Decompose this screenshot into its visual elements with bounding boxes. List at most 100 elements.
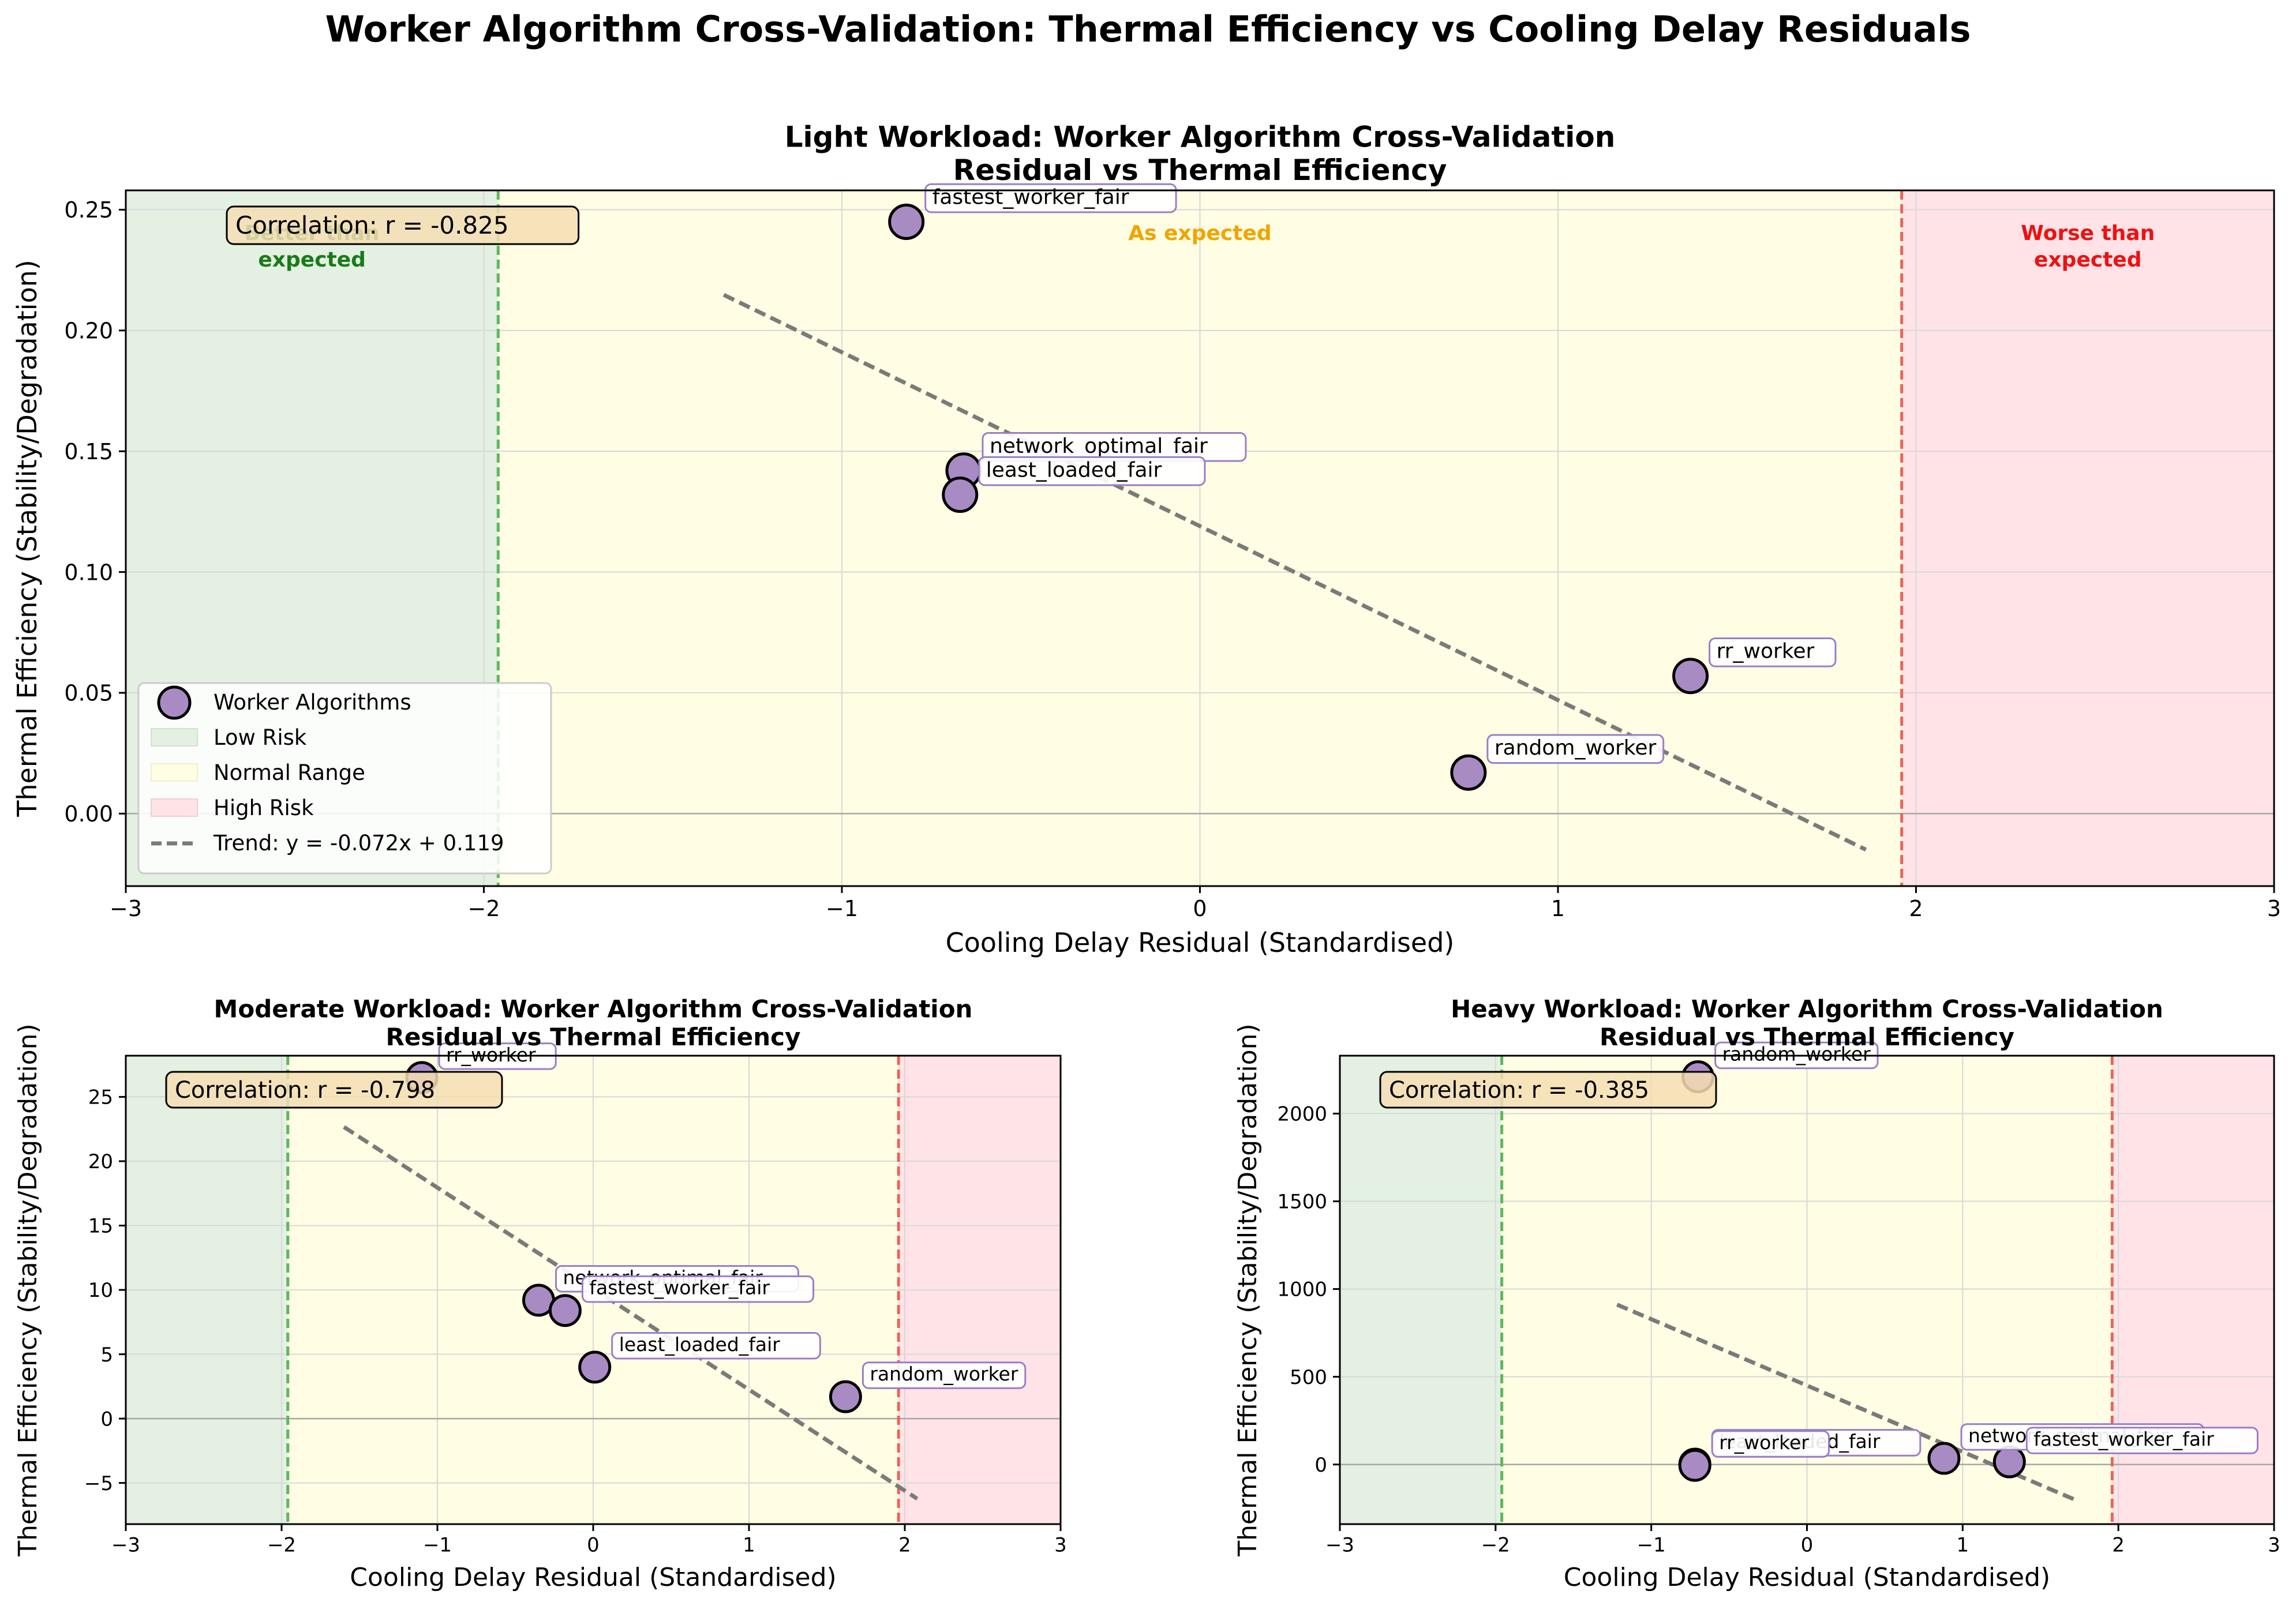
- point-label-text: least_loaded_fair: [986, 459, 1162, 482]
- correlation-box: Correlation: r = -0.825: [226, 205, 580, 245]
- point-label: random_worker: [862, 1361, 1027, 1389]
- y-tick-label: 500: [1290, 1366, 1327, 1389]
- y-tick-label: 1500: [1277, 1191, 1327, 1214]
- point-label-text: network_optimal_fair: [990, 434, 1208, 458]
- correlation-text: Correlation: r = -0.798: [175, 1077, 435, 1104]
- data-point: [1992, 1445, 2026, 1479]
- point-label: least_loaded_fair: [978, 456, 1206, 486]
- chart-title: Residual vs Thermal Efficiency: [1600, 1023, 2014, 1051]
- correlation-box: Correlation: r = -0.798: [165, 1071, 503, 1109]
- x-tick-label: −1: [1637, 1534, 1666, 1557]
- correlation-box-bg: [226, 205, 580, 245]
- point-label-text: rr_worker: [446, 1044, 536, 1066]
- x-tick-label: −1: [423, 1534, 452, 1557]
- chart-heavy-workload: random_workerleast_loaded_fairrr_workern…: [1233, 995, 2280, 1592]
- legend-entry: Worker Algorithms: [214, 690, 411, 715]
- correlation-box-bg: [1379, 1071, 1717, 1109]
- chart-title: Residual vs Thermal Efficiency: [386, 1023, 801, 1051]
- x-tick-label: −3: [1325, 1534, 1354, 1557]
- x-tick-label: 2: [898, 1534, 911, 1557]
- point-label-text: fastest_worker_fair: [2033, 1428, 2214, 1450]
- y-tick-label: 0.00: [64, 801, 113, 827]
- data-points: fastest_worker_fair network_optimal_fairl…: [888, 183, 1837, 791]
- data-point: [888, 203, 925, 240]
- x-tick-label: 2: [1909, 896, 1923, 921]
- y-tick-label: −5: [84, 1472, 113, 1495]
- legend-marker-high-risk: [151, 798, 198, 817]
- x-tick-label: 1: [743, 1534, 755, 1557]
- correlation-text: Correlation: r = -0.385: [1389, 1077, 1649, 1104]
- point-label: rr_worker: [1711, 1430, 1830, 1458]
- x-tick-label: −2: [1481, 1534, 1510, 1557]
- x-tick-label: −3: [111, 1534, 140, 1557]
- trend-line: [722, 292, 1867, 852]
- point-label-box: [862, 1361, 1027, 1389]
- legend: Worker Algorithms Low Risk Normal Range Hig…: [137, 682, 552, 875]
- chart-moderate-workload: rr_workernetwork_optimal_fairfastest_wor…: [13, 995, 1067, 1592]
- point-label: fastest_worker_fair: [2025, 1427, 2258, 1454]
- correlation-box-bg: [165, 1071, 503, 1109]
- point-label-text: rr_worker: [1719, 1431, 1809, 1454]
- y-axis-label: Thermal Efficiency (Stability/Degradatio…: [13, 1023, 43, 1556]
- x-tick-label: 0: [1193, 896, 1207, 921]
- point-label-box: [611, 1331, 821, 1360]
- x-tick-label: −1: [826, 896, 858, 921]
- data-point: [1672, 658, 1709, 695]
- zone-label-worse: expected: [2034, 248, 2142, 272]
- x-tick-label: 0: [587, 1534, 600, 1557]
- x-tick-label: 1: [1551, 896, 1565, 921]
- x-tick-label: 3: [1054, 1534, 1067, 1557]
- x-axis-label: Cooling Delay Residual (Standardised): [1564, 1563, 2050, 1592]
- data-point: [1450, 754, 1487, 791]
- point-label-text: random_worker: [1722, 1042, 1871, 1065]
- data-points: rr_workernetwork_optimal_fairfastest_wor…: [405, 1042, 1027, 1413]
- point-label-box: [1711, 1430, 1830, 1458]
- chart-title: Moderate Workload: Worker Algorithm Cros…: [214, 995, 973, 1023]
- point-label-box: [978, 456, 1206, 486]
- legend-marker-points: [157, 685, 192, 720]
- x-tick-label: −2: [467, 896, 500, 921]
- point-label-text: rr_worker: [1717, 640, 1815, 663]
- y-tick-label: 0: [100, 1408, 113, 1431]
- y-tick-label: 0.20: [64, 318, 113, 344]
- legend-entry: Low Risk: [214, 725, 307, 750]
- high-risk-zone: [1901, 190, 2274, 886]
- legend-marker-normal: [151, 763, 198, 782]
- chart-title: Heavy Workload: Worker Algorithm Cross-V…: [1451, 995, 2163, 1023]
- y-tick-label: 5: [100, 1344, 113, 1367]
- point-label-box: [581, 1275, 815, 1303]
- legend-entry: High Risk: [214, 796, 314, 820]
- data-point: [578, 1350, 612, 1384]
- correlation-box: Correlation: r = -0.385: [1379, 1071, 1717, 1109]
- x-tick-label: 1: [1957, 1534, 1969, 1557]
- x-axis-label: Cooling Delay Residual (Standardised): [946, 927, 1455, 958]
- legend-entry: Normal Range: [214, 760, 365, 785]
- legend-marker-low-risk: [151, 728, 198, 746]
- point-label: network_optimal_fair: [982, 432, 1247, 462]
- y-tick-label: 20: [88, 1150, 113, 1173]
- point-label-box: [1709, 637, 1837, 667]
- low-risk-zone: [1340, 1056, 1502, 1524]
- point-label-text: fastest_worker_fair: [932, 185, 1129, 209]
- y-tick-label: 0.25: [64, 197, 113, 223]
- point-label-text: fastest_worker_fair: [589, 1277, 770, 1299]
- y-tick-label: 0: [1314, 1454, 1327, 1477]
- zone-label-better: expected: [258, 248, 366, 272]
- x-axis-label: Cooling Delay Residual (Standardised): [350, 1563, 836, 1592]
- x-tick-label: −2: [267, 1534, 296, 1557]
- y-tick-label: 25: [88, 1086, 113, 1109]
- x-tick-label: 3: [2267, 896, 2281, 921]
- data-point: [1678, 1449, 1711, 1482]
- legend-entry: Trend: y = -0.072x + 0.119: [213, 831, 504, 856]
- data-point: [942, 477, 979, 513]
- data-point: [1927, 1442, 1961, 1475]
- zone-label-worse: Worse than: [2021, 222, 2155, 245]
- point-label-box: [1486, 734, 1665, 764]
- trend-line: [343, 1125, 919, 1500]
- x-tick-label: 3: [2268, 1534, 2280, 1557]
- correlation-text: Correlation: r = -0.825: [235, 211, 509, 239]
- point-label: fastest_worker_fair: [581, 1275, 815, 1303]
- y-axis-label: Thermal Efficiency (Stability/Degradatio…: [12, 260, 43, 817]
